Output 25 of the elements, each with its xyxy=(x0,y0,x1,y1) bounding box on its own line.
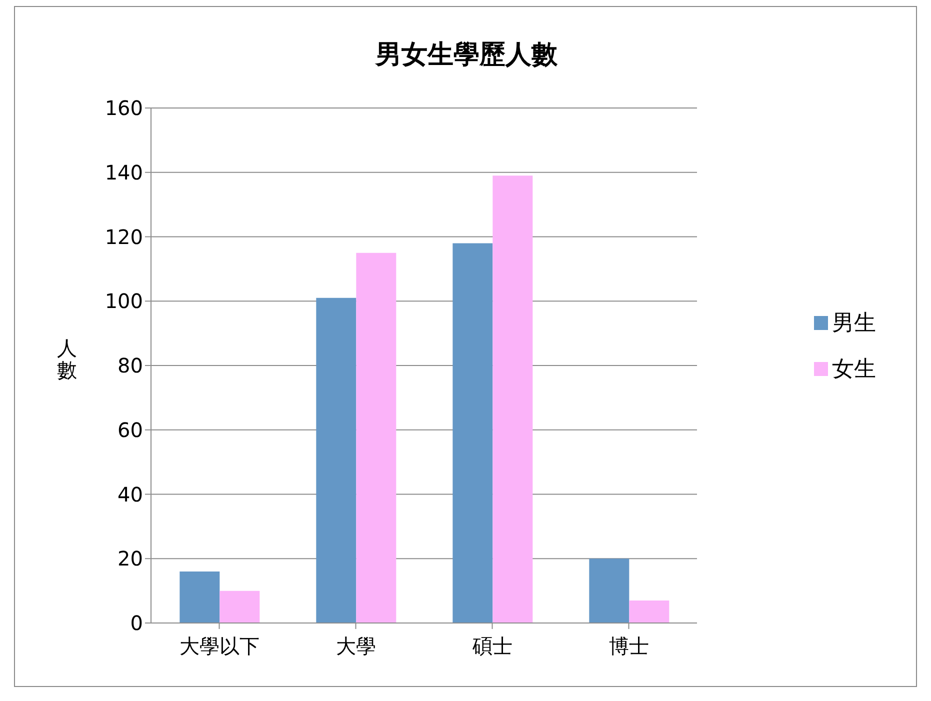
y-tick-label: 20 xyxy=(118,546,143,571)
y-tick-label: 40 xyxy=(118,482,143,506)
x-tick-label: 大學以下 xyxy=(179,634,260,658)
bar xyxy=(356,252,396,623)
chart-title: 男女生學歷人數 xyxy=(374,39,558,72)
bar xyxy=(220,590,260,623)
y-tick-label: 0 xyxy=(130,611,143,636)
y-axis-title: 人數 xyxy=(56,336,78,382)
bar xyxy=(629,600,670,623)
bar xyxy=(180,572,220,623)
bar xyxy=(316,298,356,623)
y-tick-label: 140 xyxy=(104,160,143,184)
x-tick-label: 博士 xyxy=(608,634,649,658)
bar xyxy=(492,176,533,623)
y-tick-label: 60 xyxy=(118,418,143,442)
bar xyxy=(452,243,493,623)
y-tick-label: 80 xyxy=(118,354,143,378)
y-tick-label: 120 xyxy=(104,224,143,249)
x-tick-label: 碩士 xyxy=(471,634,512,658)
y-tick-label: 100 xyxy=(104,289,143,314)
x-tick-label: 大學 xyxy=(336,634,376,658)
legend-label: 男生 xyxy=(832,310,876,336)
bar xyxy=(589,558,630,623)
legend-label: 女生 xyxy=(832,356,876,382)
y-tick-label: 160 xyxy=(104,96,143,120)
